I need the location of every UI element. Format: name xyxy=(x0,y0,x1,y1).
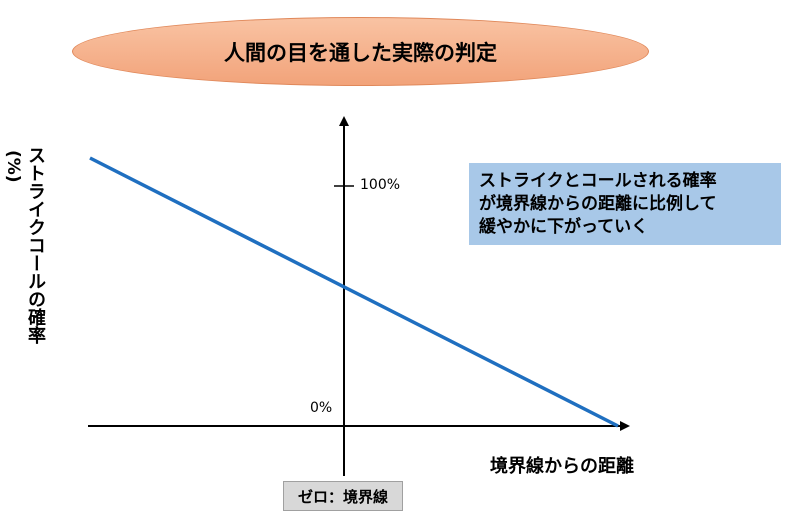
probability-line xyxy=(89,156,619,428)
x-axis-label: 境界線からの距離 xyxy=(490,456,634,477)
origin-label-box: ゼロ：境界線 xyxy=(283,481,403,511)
annotation-line: 緩やかに下がっていく xyxy=(479,217,649,237)
y-axis-label: ストライクコールの確率 (%) xyxy=(2,146,46,382)
y-axis-unit: (%) xyxy=(3,150,23,183)
tick-label-0: 0% xyxy=(310,400,333,416)
tick-label-100: 100% xyxy=(360,177,401,193)
annotation-line: が境界線からの距離に比例して xyxy=(479,194,717,214)
diagram-title: 人間の目を通した実際の判定 xyxy=(224,40,497,65)
title-ellipse: 人間の目を通した実際の判定 xyxy=(72,17,649,86)
annotation-line: ストライクとコールされる確率 xyxy=(479,171,717,191)
origin-label: ゼロ：境界線 xyxy=(297,487,388,506)
annotation-box: ストライクとコールされる確率 が境界線からの距離に比例して 緩やかに下がっていく xyxy=(469,163,781,245)
y-axis-label-text: ストライクコールの確率 xyxy=(25,146,46,344)
